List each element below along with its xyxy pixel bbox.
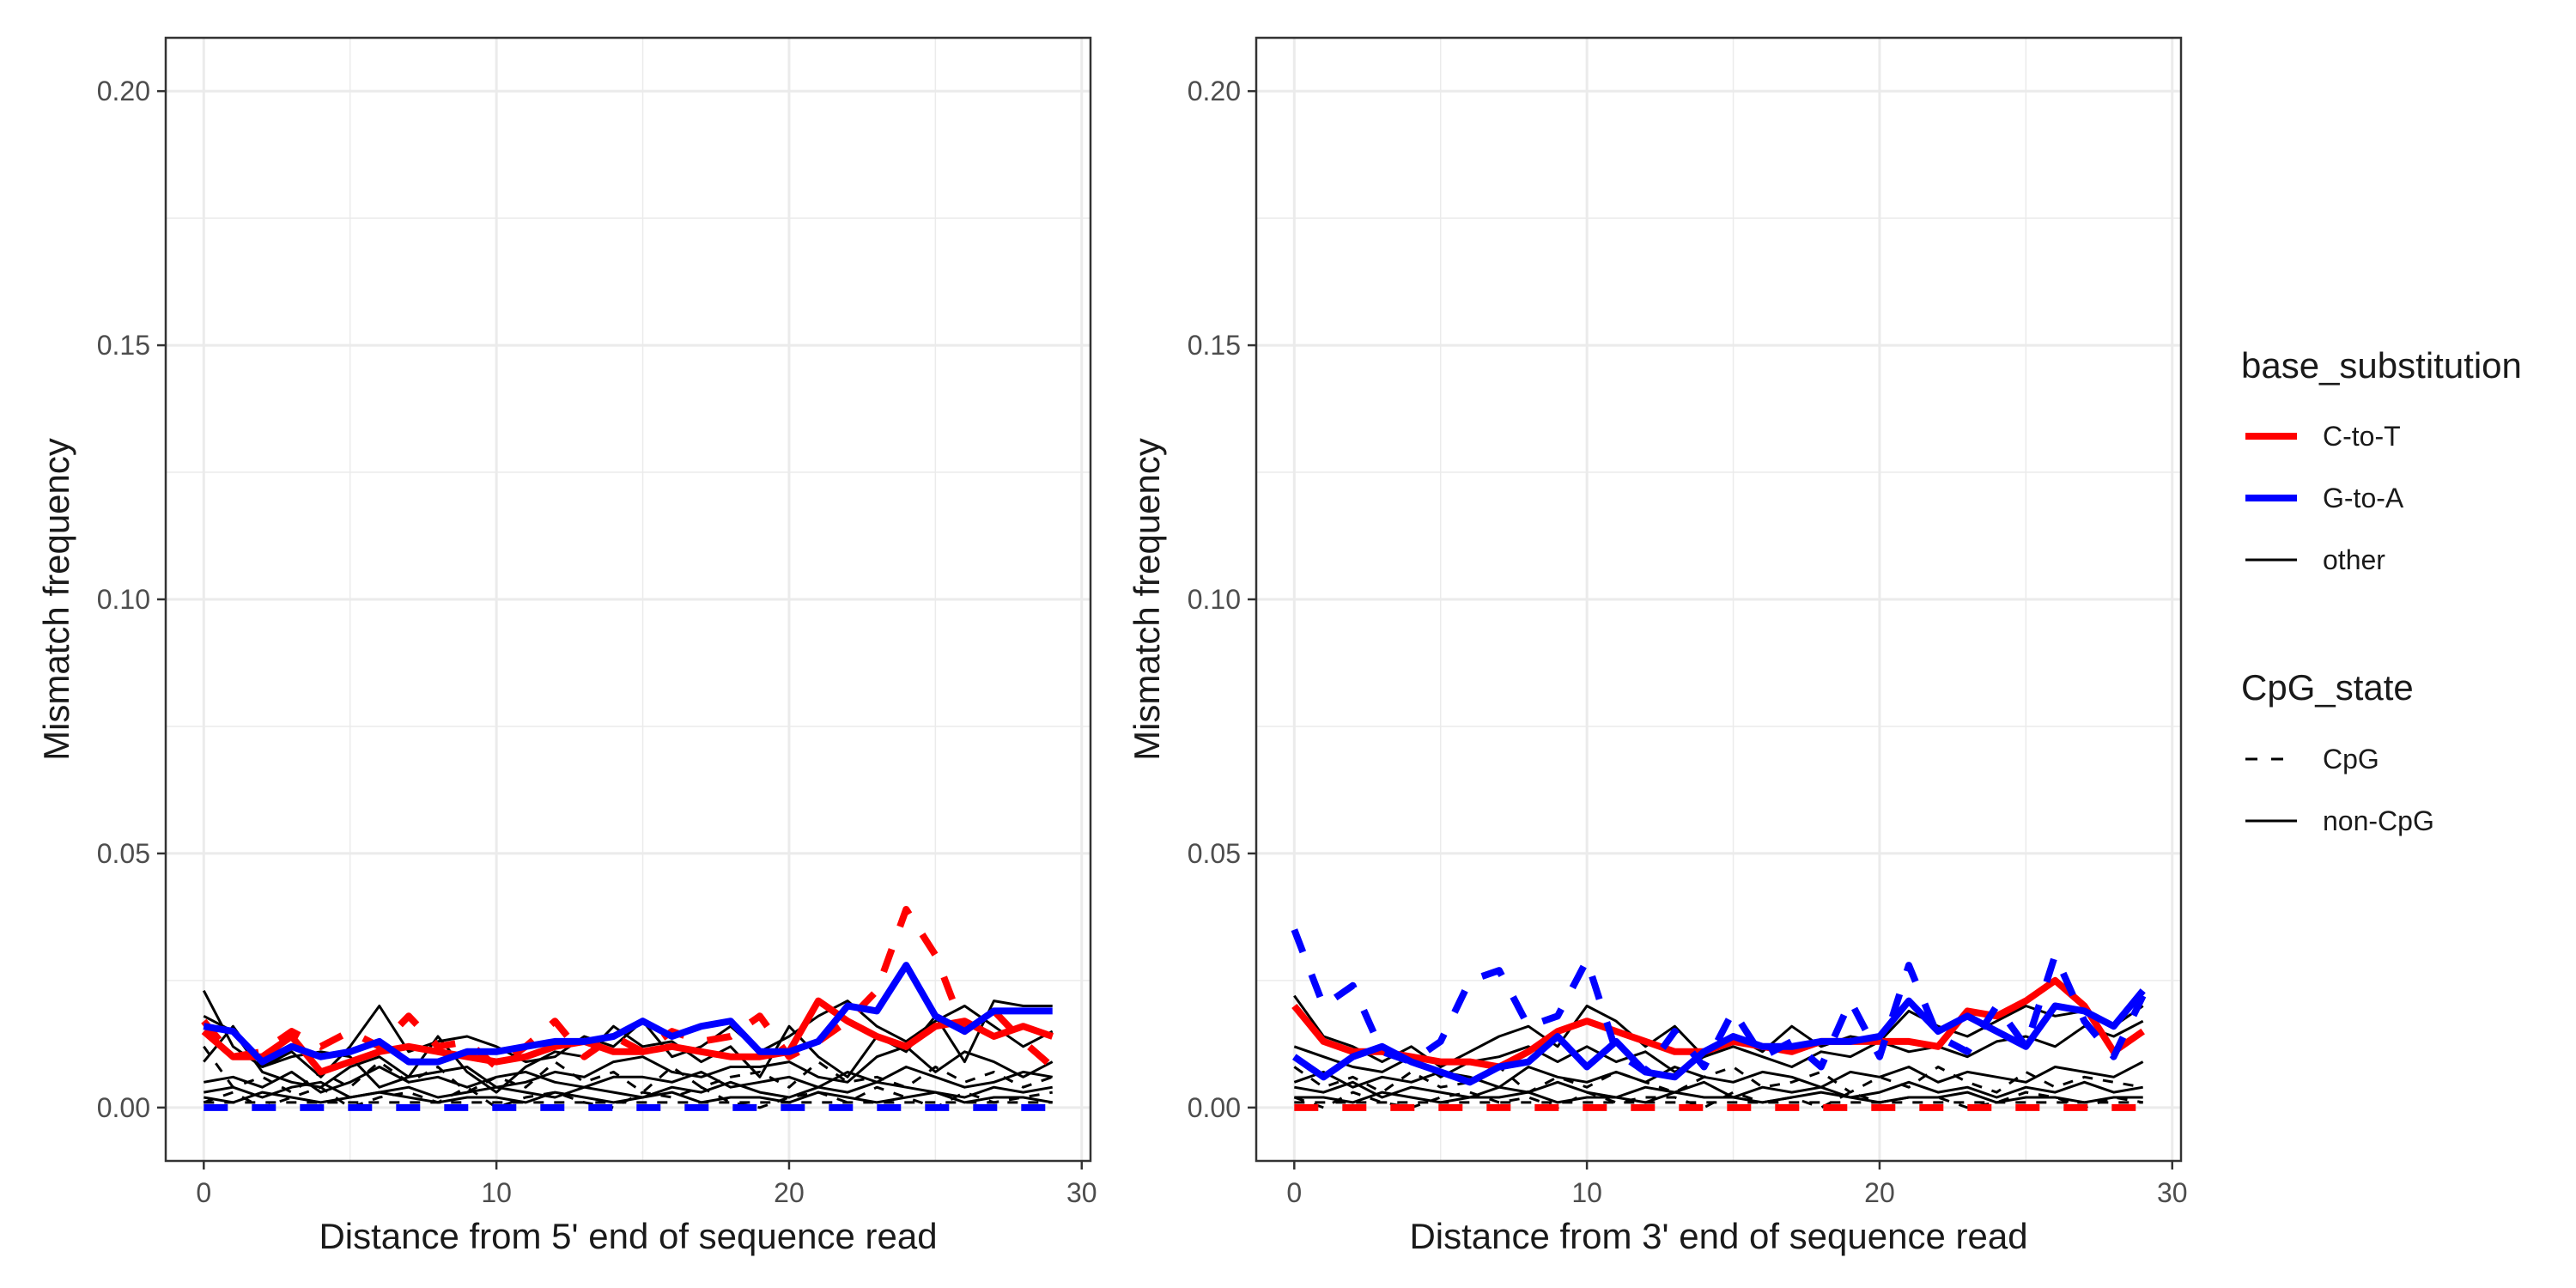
x-tick-label: 0 xyxy=(1286,1177,1302,1208)
series-line-other-cpg xyxy=(1293,1066,2143,1094)
legend-color-title: base_substitution xyxy=(2241,345,2522,386)
y-tick-label: 0.10 xyxy=(1188,584,1241,615)
panel-5prime: 0 10 20 30 0.00 0.05 0.10 0.15 0.20 Distance from… xyxy=(36,36,1097,1256)
series-line-c-to-t-cpg xyxy=(201,906,1055,1071)
y-tick-label: 0.00 xyxy=(1188,1092,1241,1123)
y-tick-label: 0.00 xyxy=(97,1092,150,1123)
x-tick-label: 10 xyxy=(1571,1177,1602,1208)
legend-label-g-to-a: G-to-A xyxy=(2323,483,2404,513)
series-line-other-non-cpg xyxy=(204,1080,1053,1099)
series-line-other-non-cpg xyxy=(1294,1080,2143,1099)
x-axis-title: Distance from 3' end of sequence read xyxy=(1409,1216,2027,1256)
y-tick-label: 0.05 xyxy=(97,838,150,869)
x-tick-label: 30 xyxy=(2157,1177,2188,1208)
x-axis-title: Distance from 5' end of sequence read xyxy=(319,1216,937,1256)
legend: base_substitution C-to-T G-to-A other Cp… xyxy=(2241,345,2522,836)
x-tick-label: 10 xyxy=(481,1177,512,1208)
series-line-other-cpg xyxy=(1293,1091,2143,1109)
series-line-other-non-cpg xyxy=(204,1066,1053,1094)
series-line-other-cpg xyxy=(203,1085,1053,1109)
y-tick-label: 0.05 xyxy=(1188,838,1241,869)
legend-label-non-cpg: non-CpG xyxy=(2323,805,2434,836)
y-tick-label: 0.20 xyxy=(97,76,150,106)
series-line-other-cpg xyxy=(203,1045,1054,1094)
series-line-g-to-a-non-cpg xyxy=(1292,988,2146,1086)
panel-3prime: 0 10 20 30 0.00 0.05 0.10 0.15 0.20 Distance from… xyxy=(1127,36,2188,1256)
legend-linetype-title: CpG_state xyxy=(2241,667,2414,708)
x-tick-label: 30 xyxy=(1066,1177,1097,1208)
y-axis-title: Mismatch frequency xyxy=(36,438,76,761)
y-tick-label: 0.10 xyxy=(97,584,150,615)
y-axis-title: Mismatch frequency xyxy=(1127,438,1167,761)
y-tick-label: 0.15 xyxy=(1188,330,1241,361)
series-line-g-to-a-cpg xyxy=(1291,928,2147,1076)
x-tick-label: 20 xyxy=(1864,1177,1895,1208)
legend-label-c-to-t: C-to-T xyxy=(2323,421,2401,452)
series-line-c-to-t-non-cpg xyxy=(201,997,1054,1076)
y-tick-label: 0.20 xyxy=(1188,76,1241,106)
x-tick-label: 0 xyxy=(196,1177,211,1208)
legend-label-cpg: CpG xyxy=(2323,744,2379,775)
legend-label-other: other xyxy=(2323,544,2385,575)
y-tick-label: 0.15 xyxy=(97,330,150,361)
x-tick-label: 20 xyxy=(774,1177,805,1208)
series-line-g-to-a-non-cpg xyxy=(203,962,1053,1066)
